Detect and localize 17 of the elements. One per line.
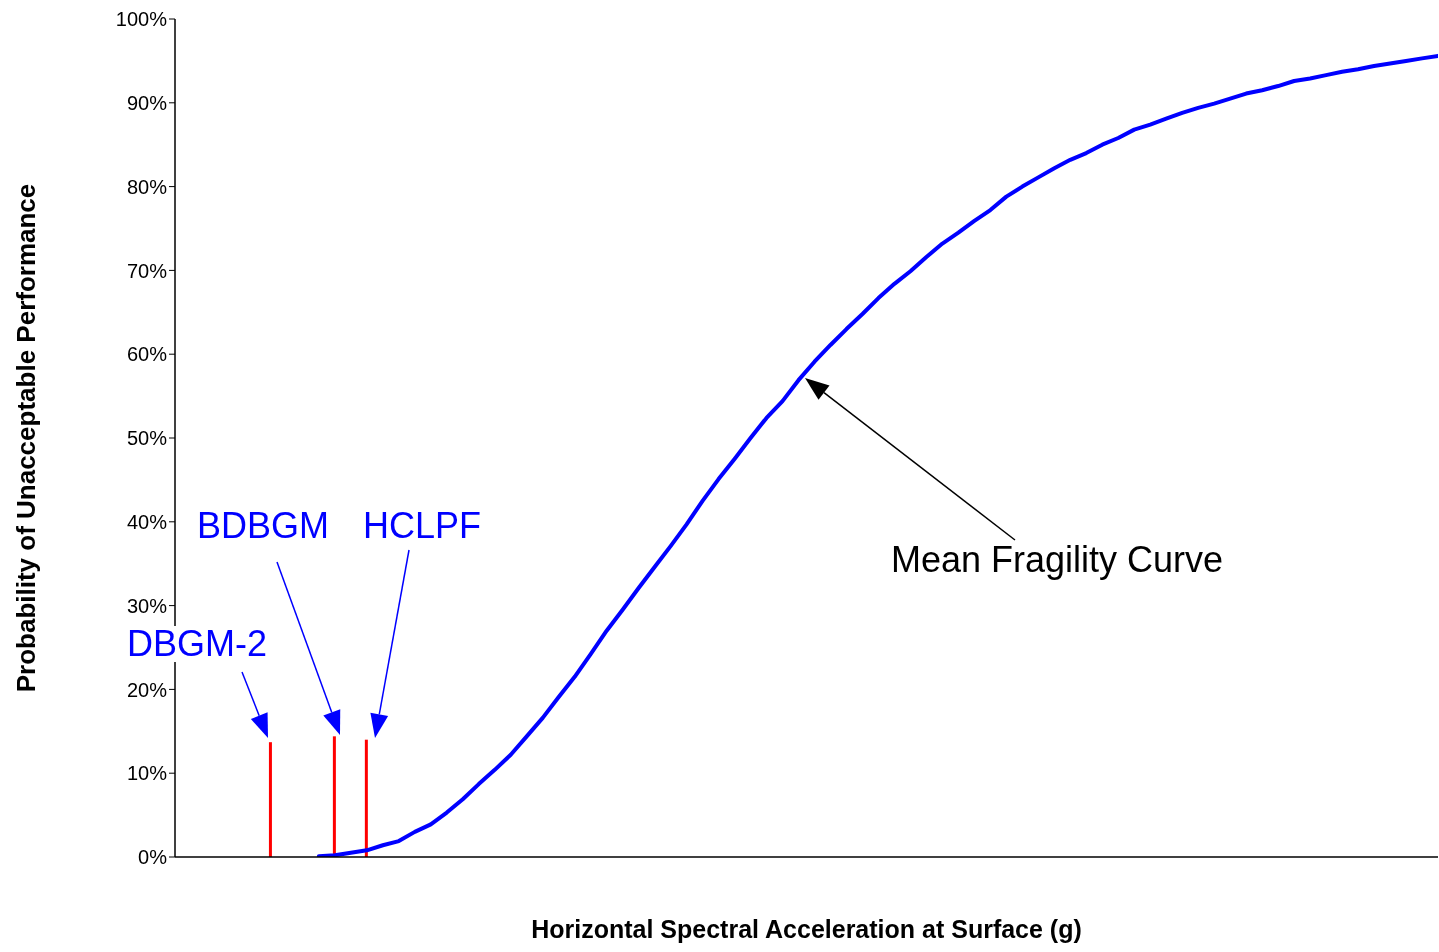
y-tick-label: 20% <box>126 678 168 701</box>
y-tick-label: 30% <box>126 594 168 617</box>
y-tick-label: 50% <box>126 427 168 450</box>
annotation: Mean Fragility Curve <box>891 539 1224 580</box>
y-axis-title: Probability of Unacceptable Performance <box>11 183 42 693</box>
y-tick-label: 80% <box>126 175 168 198</box>
y-tick-label: 40% <box>126 510 168 533</box>
y-tick-label: 70% <box>126 259 168 282</box>
y-tick-label: 10% <box>126 762 168 785</box>
x-axis-title: Horizontal Spectral Acceleration at Surface (g) <box>531 915 1082 943</box>
y-tick-label: 90% <box>126 91 168 114</box>
y-tick-label: 60% <box>126 343 168 366</box>
y-tick-label: 100% <box>115 8 168 31</box>
annotation: BDBGM <box>197 505 330 546</box>
annotation: HCLPF <box>363 505 482 546</box>
y-tick-label: 0% <box>138 846 168 869</box>
annotation: DBGM-2 <box>127 623 268 664</box>
